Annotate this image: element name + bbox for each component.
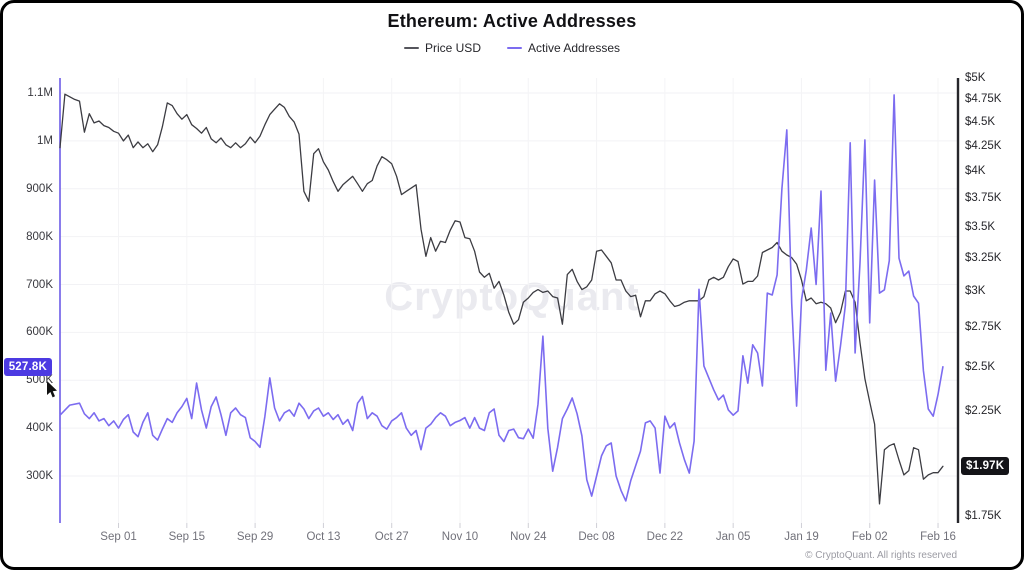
x-tick-label: Feb 16 bbox=[920, 531, 956, 543]
x-tick-label: Sep 29 bbox=[236, 531, 274, 543]
y-right-tick-label: $5K bbox=[965, 72, 986, 84]
y-right-tick-label: $3.25K bbox=[965, 251, 1002, 264]
legend-item-price[interactable]: Price USD bbox=[403, 41, 481, 55]
y-right-tick-label: $2.75K bbox=[965, 321, 1002, 334]
x-tick-label: Nov 10 bbox=[441, 531, 479, 543]
y-left-tick-label: 800K bbox=[26, 230, 53, 243]
y-left-tick-label: 600K bbox=[26, 326, 53, 339]
plot-area[interactable] bbox=[3, 3, 1024, 570]
y-right-tick-label: $2.5K bbox=[965, 360, 996, 373]
x-tick-label: Oct 13 bbox=[306, 531, 341, 543]
x-tick-label: Nov 24 bbox=[510, 531, 547, 543]
series-line-price-usd[interactable] bbox=[59, 93, 944, 505]
y-right-tick-label: $1.75K bbox=[965, 509, 1002, 522]
x-tick-label: Sep 01 bbox=[100, 531, 137, 543]
legend-item-active-addresses[interactable]: Active Addresses bbox=[506, 41, 621, 55]
copyright-footer: © CryptoQuant. All rights reserved bbox=[805, 550, 957, 561]
legend: Price USD Active Addresses bbox=[3, 41, 1021, 55]
y-left-tick-label: 500K bbox=[26, 374, 53, 387]
y-right-tick-label: $3.5K bbox=[965, 220, 996, 233]
y-left-tick-label: 900K bbox=[26, 182, 53, 195]
y-right-tick-label: $3.75K bbox=[965, 191, 1002, 204]
series-line-active-addresses[interactable] bbox=[59, 94, 944, 502]
mouse-cursor-icon bbox=[47, 381, 57, 398]
y-left-tick-label: 1M bbox=[37, 134, 53, 147]
y-left-tick-label: 400K bbox=[26, 422, 53, 435]
x-tick-label: Dec 22 bbox=[646, 531, 684, 543]
x-tick-label: Jan 19 bbox=[784, 531, 819, 543]
y-right-tick-label: $2.25K bbox=[965, 404, 1002, 417]
y-right-tick-label: $4.5K bbox=[965, 115, 996, 128]
y-right-tick-label: $3K bbox=[965, 284, 986, 297]
y-left-tick-label: 1.1M bbox=[27, 87, 53, 99]
y-right-tick-label: $4K bbox=[965, 165, 986, 178]
active-addresses-current-badge: 527.8K bbox=[3, 357, 52, 376]
legend-label-price: Price USD bbox=[424, 41, 481, 55]
chart-title: Ethereum: Active Addresses bbox=[387, 11, 637, 31]
legend-label-active-addresses: Active Addresses bbox=[527, 41, 621, 55]
active-addresses-line-swatch-icon bbox=[506, 47, 522, 49]
x-tick-label: Jan 05 bbox=[715, 531, 751, 543]
x-tick-label: Sep 15 bbox=[168, 531, 206, 543]
y-right-tick-label: $4.25K bbox=[965, 139, 1002, 152]
y-right-tick-label: $4.75K bbox=[965, 93, 1002, 106]
x-tick-label: Feb 02 bbox=[851, 531, 888, 543]
y-left-tick-label: 700K bbox=[26, 278, 53, 291]
y-left-tick-label: 300K bbox=[26, 470, 53, 482]
x-tick-label: Dec 08 bbox=[578, 531, 615, 543]
price-line-swatch-icon bbox=[403, 47, 419, 49]
price-current-badge: $1.97K bbox=[961, 457, 1010, 476]
x-tick-label: Oct 27 bbox=[374, 531, 409, 543]
